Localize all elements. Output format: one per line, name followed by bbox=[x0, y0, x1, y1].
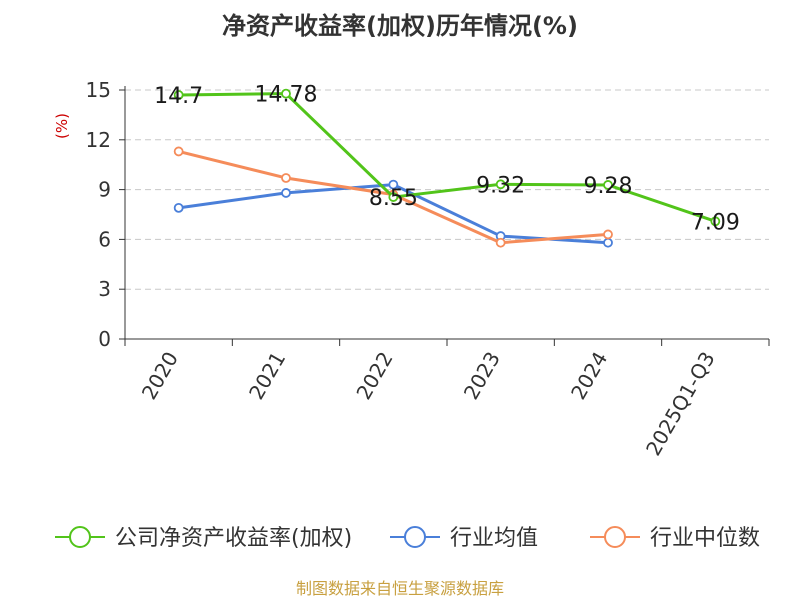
legend-circle-icon bbox=[404, 526, 426, 548]
data-point[interactable] bbox=[495, 237, 506, 248]
source-note: 制图数据来自恒生聚源数据库 bbox=[296, 579, 504, 598]
legend-label: 公司净资产收益率(加权) bbox=[115, 526, 352, 551]
x-tick-label: 2021 bbox=[244, 348, 290, 404]
data-point[interactable] bbox=[388, 192, 399, 202]
y-tick-label: 9 bbox=[98, 178, 111, 202]
data-point[interactable] bbox=[495, 179, 506, 190]
x-tick-label: 2024 bbox=[566, 348, 612, 404]
data-point[interactable] bbox=[281, 188, 291, 198]
y-tick-label: 15 bbox=[86, 78, 111, 102]
x-tick-label: 2020 bbox=[137, 348, 183, 404]
data-label: 9.32 bbox=[476, 173, 525, 198]
data-point[interactable] bbox=[173, 202, 184, 213]
x-tick-label: 2023 bbox=[459, 347, 505, 403]
data-point[interactable] bbox=[281, 88, 291, 99]
legend-item[interactable]: 公司净资产收益率(加权) bbox=[55, 526, 352, 551]
legend-item[interactable]: 行业中位数 bbox=[590, 526, 760, 551]
data-label: 14.78 bbox=[255, 83, 318, 108]
legend-label: 行业中位数 bbox=[650, 526, 760, 551]
x-tick-label: 2022 bbox=[351, 348, 397, 404]
data-point[interactable] bbox=[710, 216, 721, 227]
legend-circle-icon bbox=[604, 526, 626, 548]
y-tick-label: 6 bbox=[98, 227, 111, 251]
x-tick-label: 2025Q1-Q3 bbox=[641, 348, 720, 460]
data-label: 14.7 bbox=[154, 84, 203, 109]
axes: 0 3 6 9 12 15 2020 2021 2022 2023 2024 2025Q1-Q3 bbox=[86, 78, 770, 460]
legend-label: 行业均值 bbox=[450, 526, 538, 551]
data-point[interactable] bbox=[281, 173, 291, 183]
data-labels: 14.7 14.78 8.55 9.32 9.28 7.09 bbox=[154, 83, 740, 236]
series-line bbox=[178, 92, 716, 223]
data-point[interactable] bbox=[603, 180, 613, 190]
chart-title: 净资产收益率(加权)历年情况(%) bbox=[222, 12, 578, 40]
legend-circle-icon bbox=[69, 526, 91, 548]
data-point[interactable] bbox=[388, 179, 399, 190]
data-point[interactable] bbox=[603, 237, 613, 248]
series-lines bbox=[173, 88, 721, 248]
y-axis-label: (%) bbox=[53, 113, 71, 139]
data-label: 9.28 bbox=[584, 174, 633, 199]
data-label: 8.55 bbox=[369, 186, 418, 211]
y-tick-label: 0 bbox=[98, 327, 111, 351]
y-tick-label: 3 bbox=[98, 277, 111, 301]
data-point[interactable] bbox=[173, 90, 184, 100]
data-point[interactable] bbox=[173, 146, 184, 157]
y-tick-label: 12 bbox=[86, 128, 111, 152]
legend-item[interactable]: 行业均值 bbox=[390, 526, 538, 551]
legend[interactable]: 公司净资产收益率(加权) 行业均值 行业中位数 bbox=[55, 526, 760, 551]
data-point[interactable] bbox=[603, 229, 613, 240]
data-label: 7.09 bbox=[691, 210, 740, 235]
